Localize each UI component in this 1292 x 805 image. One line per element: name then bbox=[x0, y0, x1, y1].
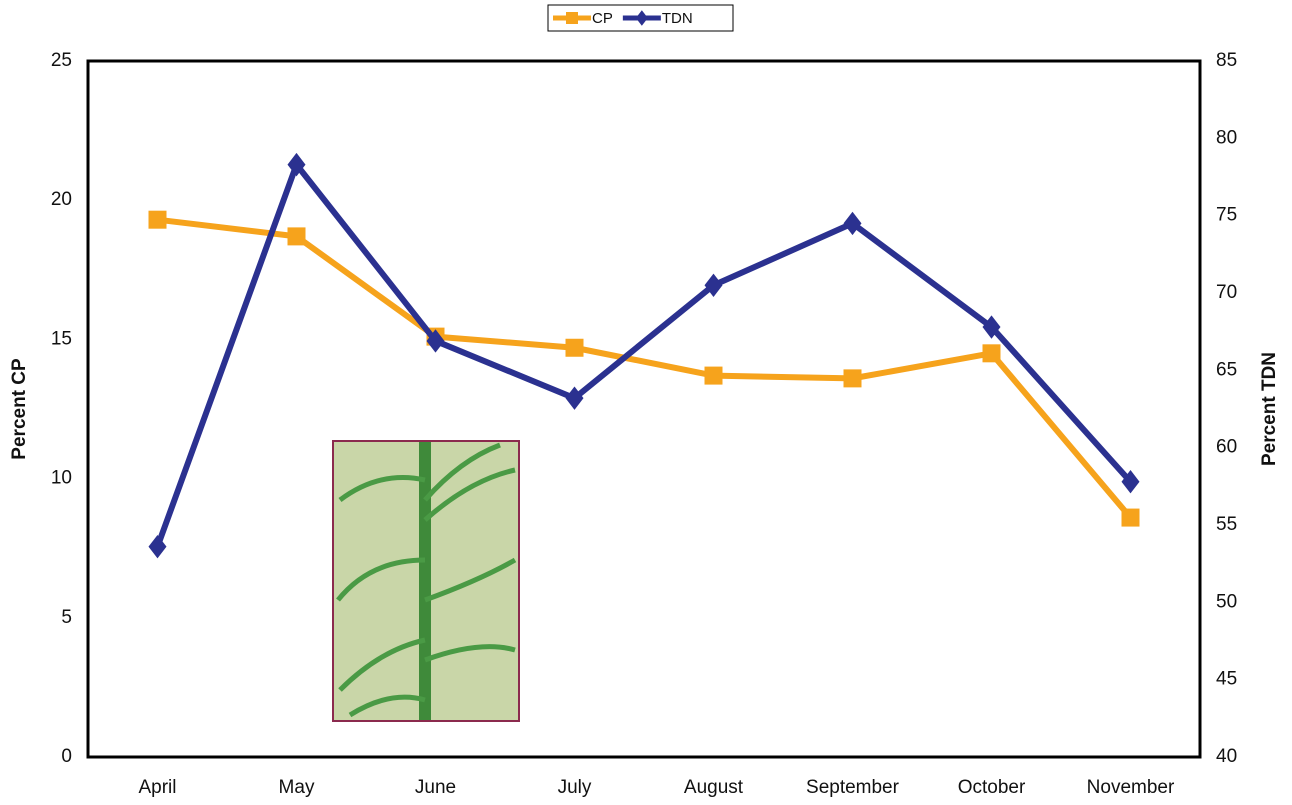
y2-tick-label: 40 bbox=[1216, 746, 1237, 767]
marker bbox=[287, 152, 306, 177]
x-tick-label: September bbox=[806, 777, 900, 798]
marker bbox=[982, 315, 1001, 339]
y2-axis-title: Percent TDN bbox=[1259, 352, 1280, 466]
x-tick-label: August bbox=[684, 777, 744, 798]
plot-frame bbox=[86, 59, 1202, 759]
y2-tick-label: 85 bbox=[1216, 50, 1237, 71]
x-tick-label: July bbox=[558, 777, 592, 798]
y-tick-label: 15 bbox=[51, 328, 72, 349]
y2-tick-label: 75 bbox=[1216, 205, 1237, 226]
marker bbox=[704, 366, 723, 385]
y-tick-label: 10 bbox=[51, 468, 72, 489]
y-axis-title: Percent CP bbox=[9, 358, 30, 460]
y-tick-label: 25 bbox=[51, 50, 72, 71]
marker bbox=[148, 210, 167, 229]
marker bbox=[843, 211, 862, 236]
y2-tick-label: 55 bbox=[1216, 514, 1237, 535]
x-tick-label: November bbox=[1087, 777, 1175, 798]
x-tick-label: June bbox=[415, 777, 456, 798]
y-tick-label: 0 bbox=[61, 746, 72, 767]
marker bbox=[565, 386, 584, 410]
y-tick-label: 20 bbox=[51, 189, 72, 210]
marker bbox=[1121, 469, 1140, 494]
legend-marker bbox=[635, 10, 648, 26]
marker bbox=[982, 344, 1001, 363]
x-tick-label: May bbox=[279, 777, 315, 798]
x-tick-label: April bbox=[138, 777, 176, 798]
legend-marker bbox=[566, 12, 578, 24]
y2-tick-label: 65 bbox=[1216, 359, 1237, 380]
inset-photo bbox=[332, 440, 520, 722]
x-tick-label: October bbox=[958, 777, 1026, 798]
y2-tick-label: 50 bbox=[1216, 591, 1237, 612]
marker bbox=[704, 273, 723, 297]
legend-label: CP bbox=[592, 10, 613, 27]
y-tick-label: 5 bbox=[61, 607, 72, 628]
marker bbox=[565, 338, 584, 357]
y2-tick-label: 60 bbox=[1216, 437, 1237, 458]
marker bbox=[287, 227, 306, 246]
marker bbox=[843, 369, 862, 388]
series-line bbox=[154, 161, 1133, 548]
legend-label: TDN bbox=[662, 10, 693, 27]
y2-tick-label: 80 bbox=[1216, 127, 1237, 148]
y2-tick-label: 70 bbox=[1216, 282, 1237, 303]
y2-tick-label: 45 bbox=[1216, 669, 1237, 690]
marker bbox=[148, 534, 167, 559]
marker bbox=[1121, 508, 1140, 527]
series-line bbox=[157, 216, 1133, 520]
marker bbox=[426, 329, 445, 353]
